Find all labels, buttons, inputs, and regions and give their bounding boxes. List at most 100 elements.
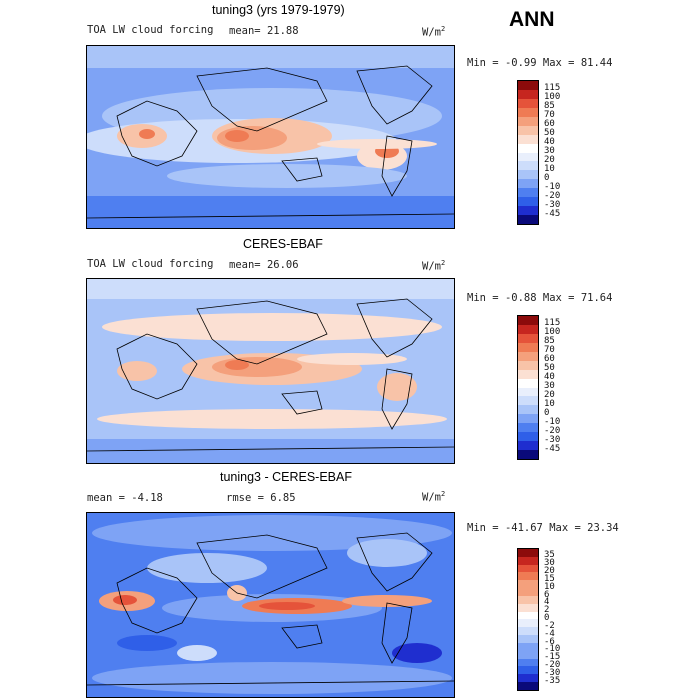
colorbar-swatch: [518, 674, 538, 683]
colorbar-tick-label: 10: [544, 163, 555, 174]
colorbar-swatch: [518, 414, 538, 424]
colorbar-tick-label: 30: [544, 558, 555, 569]
colorbar-tick-label: 30: [544, 381, 555, 391]
colorbar-tick-label: 85: [544, 101, 555, 112]
colorbar-tick-label: -15: [544, 652, 561, 663]
colorbar-tick-label: 60: [544, 119, 555, 130]
colorbar-swatch: [518, 405, 538, 415]
colorbar-swatch: [518, 423, 538, 433]
panel3-rmse: rmse = 6.85: [226, 492, 296, 504]
panel1-colorbar: [517, 80, 539, 225]
panel2-map: [86, 278, 455, 464]
colorbar-tick-label: 10: [544, 581, 555, 592]
colorbar-swatch: [518, 170, 538, 180]
colorbar-swatch: [518, 125, 538, 135]
colorbar-tick-label: 115: [544, 318, 561, 329]
colorbar-swatch: [518, 143, 538, 153]
colorbar-swatch: [518, 635, 538, 643]
panel2-mean: mean= 26.06: [229, 259, 299, 271]
colorbar-tick-label: 2: [544, 605, 550, 616]
colorbar-tick-label: -10: [544, 181, 561, 192]
colorbar-swatch: [518, 642, 538, 651]
panel1-mean: mean= 21.88: [229, 25, 299, 37]
colorbar-swatch: [518, 549, 538, 557]
colorbar-tick-label: 60: [544, 354, 555, 365]
colorbar-tick-label: 0: [544, 172, 550, 183]
colorbar-tick-label: -20: [544, 190, 561, 201]
panel3-map: [86, 512, 455, 698]
colorbar-tick-label: 85: [544, 336, 555, 347]
colorbar-tick-label: 70: [544, 110, 555, 121]
panel3-colorbar: [517, 548, 539, 691]
panel2-units: W/m2: [422, 259, 446, 273]
colorbar-tick-label: 40: [544, 372, 555, 383]
colorbar-swatch: [518, 324, 538, 334]
colorbar-tick-label: 50: [544, 363, 555, 374]
colorbar-tick-label: 15: [544, 573, 555, 584]
colorbar-swatch: [518, 650, 538, 659]
colorbar-swatch: [518, 161, 538, 171]
colorbar-tick-label: -30: [544, 667, 561, 678]
colorbar-tick-label: -30: [544, 434, 561, 445]
colorbar-tick-label: 40: [544, 137, 555, 148]
colorbar-tick-label: 20: [544, 154, 555, 165]
colorbar-swatch: [518, 588, 538, 596]
panel3-mean: mean = -4.18: [87, 492, 163, 504]
colorbar-tick-label: -6: [544, 636, 555, 647]
colorbar-swatch: [518, 658, 538, 667]
panel2-colorbar: [517, 315, 539, 460]
colorbar-swatch: [518, 619, 538, 628]
colorbar-tick-label: 0: [544, 613, 550, 623]
colorbar-swatch: [518, 580, 538, 589]
colorbar-tick-label: 10: [544, 398, 555, 409]
colorbar-swatch: [518, 342, 538, 352]
colorbar-tick-label: -20: [544, 660, 561, 670]
colorbar-swatch: [518, 197, 538, 207]
panel1-map: [86, 45, 455, 229]
panel3-title: tuning3 - CERES-EBAF: [220, 470, 352, 484]
panel1-minmax: Min = -0.99 Max = 81.44: [467, 57, 613, 69]
panel2-title: CERES-EBAF: [243, 237, 323, 251]
panel2-contour-field: [87, 279, 454, 463]
colorbar-tick-label: -45: [544, 208, 561, 219]
panel2-minmax: Min = -0.88 Max = 71.64: [467, 292, 613, 304]
colorbar-swatch: [518, 98, 538, 108]
colorbar-tick-label: -45: [544, 443, 561, 454]
colorbar-swatch: [518, 116, 538, 126]
colorbar-swatch: [518, 595, 538, 604]
colorbar-swatch: [518, 441, 538, 451]
colorbar-tick-label: 35: [544, 550, 555, 561]
colorbar-tick-label: 115: [544, 83, 561, 94]
colorbar-tick-label: 30: [544, 146, 555, 156]
colorbar-swatch: [518, 369, 538, 379]
colorbar-swatch: [518, 152, 538, 162]
panel3-minmax: Min = -41.67 Max = 23.34: [467, 522, 619, 534]
colorbar-tick-label: -2: [544, 620, 555, 631]
colorbar-swatch: [518, 206, 538, 216]
colorbar-swatch: [518, 450, 538, 459]
colorbar-tick-label: 20: [544, 389, 555, 400]
panel1-units: W/m2: [422, 25, 446, 39]
colorbar-swatch: [518, 188, 538, 198]
colorbar-tick-label: 6: [544, 589, 550, 600]
colorbar-swatch: [518, 333, 538, 343]
colorbar-swatch: [518, 387, 538, 397]
colorbar-swatch: [518, 682, 538, 690]
colorbar-tick-label: -20: [544, 425, 561, 436]
panel2-variable: TOA LW cloud forcing: [87, 258, 214, 270]
panel1-contour-field: [87, 46, 454, 228]
colorbar-tick-label: -10: [544, 644, 561, 655]
colorbar-tick-label: 20: [544, 566, 555, 576]
colorbar-swatch: [518, 666, 538, 675]
colorbar-swatch: [518, 89, 538, 99]
colorbar-tick-label: 70: [544, 345, 555, 356]
colorbar-swatch: [518, 378, 538, 388]
colorbar-swatch: [518, 396, 538, 406]
panel3-contour-field: [87, 513, 454, 697]
colorbar-tick-label: -35: [544, 675, 561, 686]
colorbar-swatch: [518, 432, 538, 442]
colorbar-swatch: [518, 360, 538, 370]
colorbar-tick-label: -30: [544, 199, 561, 210]
colorbar-tick-label: 4: [544, 597, 550, 608]
colorbar-swatch: [518, 556, 538, 565]
